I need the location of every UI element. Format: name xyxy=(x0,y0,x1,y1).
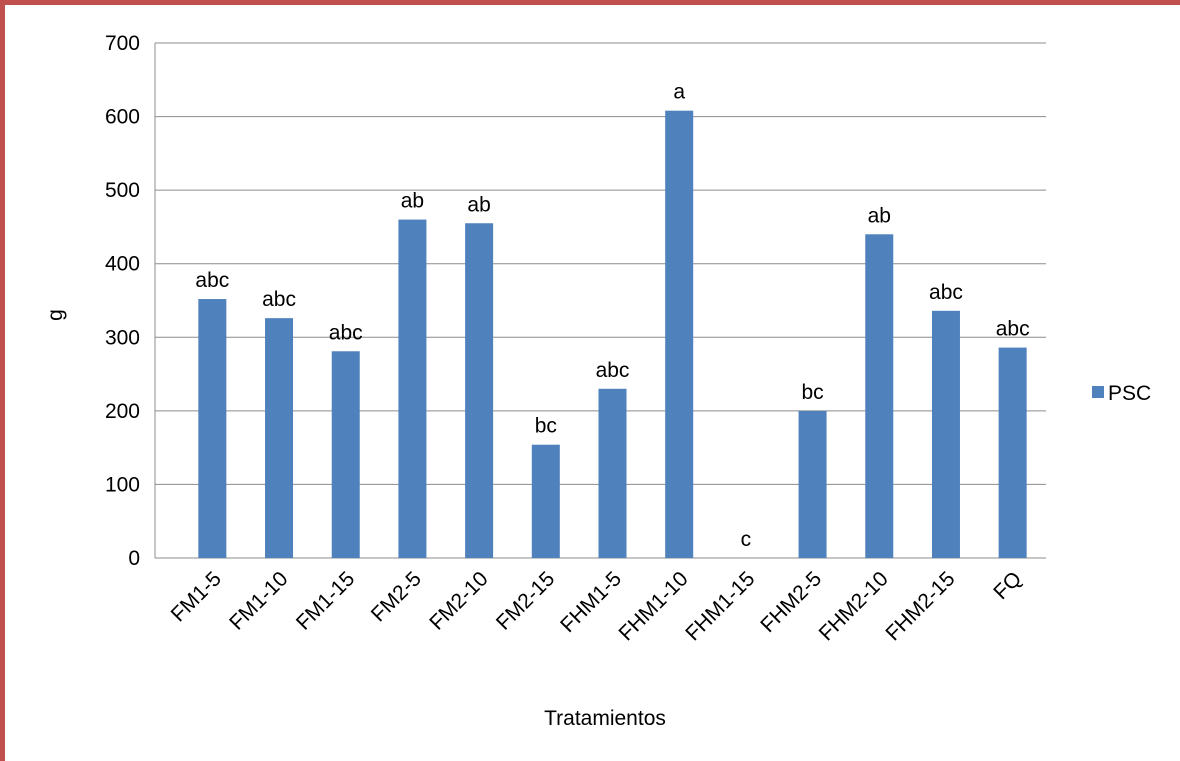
bar xyxy=(531,444,560,558)
x-tick-label: FHM2-10 xyxy=(815,567,893,645)
data-annotation: ab xyxy=(868,204,891,227)
x-tick-label: FM2-5 xyxy=(367,567,426,626)
bar xyxy=(865,234,894,559)
x-tick-label: FQ xyxy=(989,567,1026,604)
bar xyxy=(331,351,360,558)
legend-swatch xyxy=(1092,386,1104,398)
bar xyxy=(265,318,294,558)
data-annotation: abc xyxy=(195,269,229,292)
bar xyxy=(465,223,494,558)
bar xyxy=(798,410,827,558)
bar xyxy=(931,310,960,558)
x-tick-label: FM1-10 xyxy=(225,567,292,634)
legend-label: PSC xyxy=(1108,382,1151,405)
data-annotation: abc xyxy=(596,359,630,382)
data-annotation: abc xyxy=(262,288,296,311)
y-tick-label: 0 xyxy=(128,547,140,570)
frame-top xyxy=(0,0,1180,5)
y-tick-label: 300 xyxy=(105,326,140,349)
x-tick-label: FHM1-5 xyxy=(556,567,626,637)
bar xyxy=(998,347,1027,558)
data-annotation: bc xyxy=(535,415,557,438)
data-annotation: abc xyxy=(929,281,963,304)
bar xyxy=(665,110,694,558)
data-annotation: abc xyxy=(996,318,1030,341)
bar xyxy=(598,388,627,558)
bar xyxy=(198,299,227,558)
x-tick-label: FHM2-15 xyxy=(881,567,959,645)
x-tick-label: FHM1-10 xyxy=(615,567,693,645)
y-tick-label: 200 xyxy=(105,400,140,423)
bar xyxy=(398,219,427,559)
x-tick-label: FHM2-5 xyxy=(756,567,826,637)
x-axis-label: Tratamientos xyxy=(544,707,666,730)
x-tick-label: FM2-10 xyxy=(425,567,492,634)
x-tick-label: FM2-15 xyxy=(492,567,559,634)
y-tick-label: 600 xyxy=(105,106,140,129)
y-tick-label: 700 xyxy=(105,32,140,55)
data-annotation: abc xyxy=(329,321,363,344)
data-annotation: ab xyxy=(467,193,490,216)
y-axis-label: g xyxy=(44,309,67,321)
y-tick-label: 100 xyxy=(105,473,140,496)
y-tick-label: 400 xyxy=(105,253,140,276)
data-annotation: ab xyxy=(401,190,424,213)
data-annotation: bc xyxy=(801,381,823,404)
data-annotation: c xyxy=(741,528,752,551)
x-tick-label: FM1-5 xyxy=(167,567,226,626)
x-tick-label: FM1-15 xyxy=(292,567,359,634)
data-annotation: a xyxy=(673,81,685,104)
y-tick-label: 500 xyxy=(105,179,140,202)
x-tick-label: FHM1-15 xyxy=(681,567,759,645)
frame-left xyxy=(0,0,5,761)
